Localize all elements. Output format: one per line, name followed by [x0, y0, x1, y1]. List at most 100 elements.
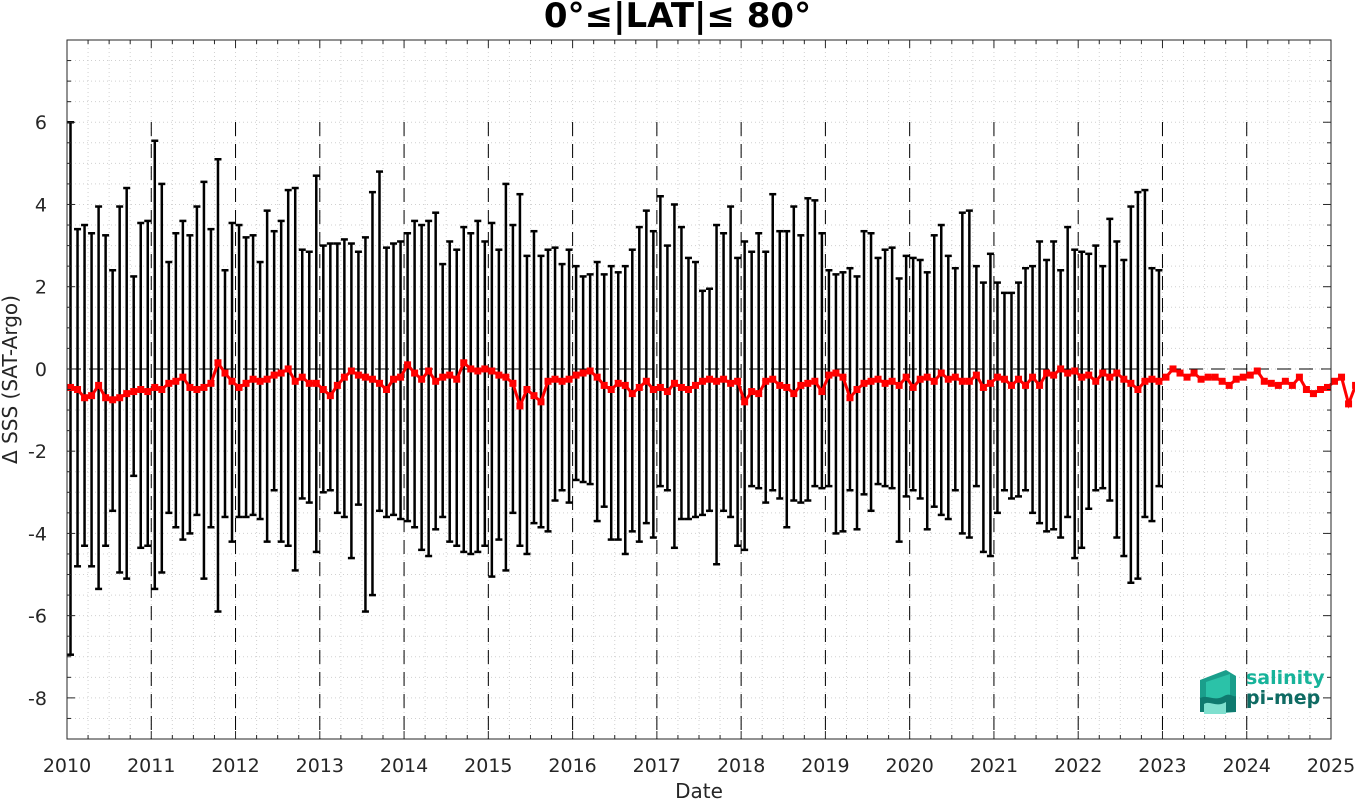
mean-marker [958, 377, 966, 385]
mean-marker [986, 379, 994, 387]
mean-marker [88, 392, 96, 400]
mean-marker [1148, 375, 1156, 383]
mean-marker [74, 386, 82, 393]
mean-marker [137, 386, 145, 393]
mean-marker [895, 381, 903, 389]
mean-marker [783, 383, 791, 391]
mean-marker [509, 379, 517, 387]
mean-marker [979, 383, 987, 391]
mean-marker [1169, 365, 1177, 373]
mean-marker [460, 359, 468, 367]
mean-marker [537, 398, 545, 406]
mean-marker [256, 377, 264, 385]
mean-marker [516, 402, 524, 410]
mean-marker [446, 371, 454, 379]
mean-marker [1260, 377, 1268, 385]
mean-marker [1183, 373, 1191, 381]
mean-marker [530, 392, 538, 400]
x-tick-label: 2011 [127, 755, 175, 777]
mean-marker [1000, 375, 1008, 383]
mean-marker [1078, 373, 1086, 381]
y-tick-label: 2 [35, 277, 47, 299]
mean-marker [853, 386, 861, 393]
mean-marker [228, 377, 236, 385]
mean-marker [748, 388, 756, 396]
mean-marker [1309, 390, 1317, 398]
x-tick-label: 2025 [1307, 755, 1355, 777]
mean-marker [1113, 369, 1121, 377]
y-tick-label: -4 [28, 523, 47, 545]
mean-marker [235, 383, 243, 391]
mean-marker [523, 386, 531, 393]
mean-marker [663, 388, 671, 396]
mean-marker [600, 381, 608, 389]
x-tick-label: 2010 [43, 755, 91, 777]
mean-marker [291, 377, 299, 385]
mean-marker [432, 377, 440, 385]
mean-marker [951, 373, 959, 381]
mean-marker [776, 381, 784, 389]
mean-marker [874, 375, 882, 383]
y-tick-labels: -8 -6 -4 -2 0 2 4 6 [28, 112, 47, 710]
errorbars [67, 120, 1163, 656]
mean-marker [1022, 381, 1030, 389]
mean-marker [916, 375, 924, 383]
mean-marker [846, 394, 854, 402]
mean-marker [649, 386, 657, 393]
mean-marker [116, 394, 124, 402]
mean-marker [902, 373, 910, 381]
mean-marker [312, 379, 320, 387]
mean-marker [937, 369, 945, 377]
mean-marker [741, 398, 749, 406]
axis-ticks [66, 39, 1332, 740]
mean-marker [1155, 377, 1163, 385]
mean-marker [319, 386, 327, 393]
mean-marker [326, 392, 334, 400]
mean-marker [565, 375, 573, 383]
mean-marker [656, 383, 664, 391]
mean-marker [586, 367, 594, 375]
x-tick-label: 2015 [464, 755, 512, 777]
x-tick-label: 2018 [717, 755, 765, 777]
mean-marker [734, 377, 742, 385]
mean-marker [691, 381, 699, 389]
mean-marker [102, 394, 110, 402]
mean-marker [1134, 386, 1142, 393]
x-tick-label: 2012 [211, 755, 259, 777]
mean-marker [1232, 375, 1240, 383]
mean-marker [706, 375, 714, 383]
mean-marker [762, 377, 770, 385]
mean-marker [502, 373, 510, 381]
mean-marker [1127, 379, 1135, 387]
mean-marker [1057, 365, 1065, 373]
x-tick-label: 2022 [1054, 755, 1102, 777]
y-tick-label: 4 [35, 194, 47, 216]
mean-marker [825, 371, 833, 379]
x-tick-label: 2016 [548, 755, 596, 777]
mean-marker [614, 379, 622, 387]
y-tick-label: -6 [28, 606, 47, 628]
mean-marker [1253, 367, 1261, 375]
mean-marker [558, 377, 566, 385]
mean-marker [1316, 386, 1324, 393]
mean-marker [1120, 375, 1128, 383]
mean-marker [839, 373, 847, 381]
mean-marker [1295, 373, 1303, 381]
mean-marker [944, 375, 952, 383]
mean-marker [270, 371, 278, 379]
mean-marker [860, 379, 868, 387]
y-tick-label: 6 [35, 112, 47, 134]
mean-marker [579, 369, 587, 377]
mean-marker [797, 381, 805, 389]
mean-marker [1064, 369, 1072, 377]
mean-marker [965, 377, 973, 385]
mean-marker [383, 386, 391, 393]
mean-marker [354, 371, 362, 379]
mean-marker [340, 373, 348, 381]
mean-marker [1050, 371, 1058, 379]
mean-marker [1141, 377, 1149, 385]
mean-marker [1211, 373, 1219, 381]
mean-marker [186, 383, 194, 391]
mean-marker [923, 373, 931, 381]
mean-marker [1085, 371, 1093, 379]
